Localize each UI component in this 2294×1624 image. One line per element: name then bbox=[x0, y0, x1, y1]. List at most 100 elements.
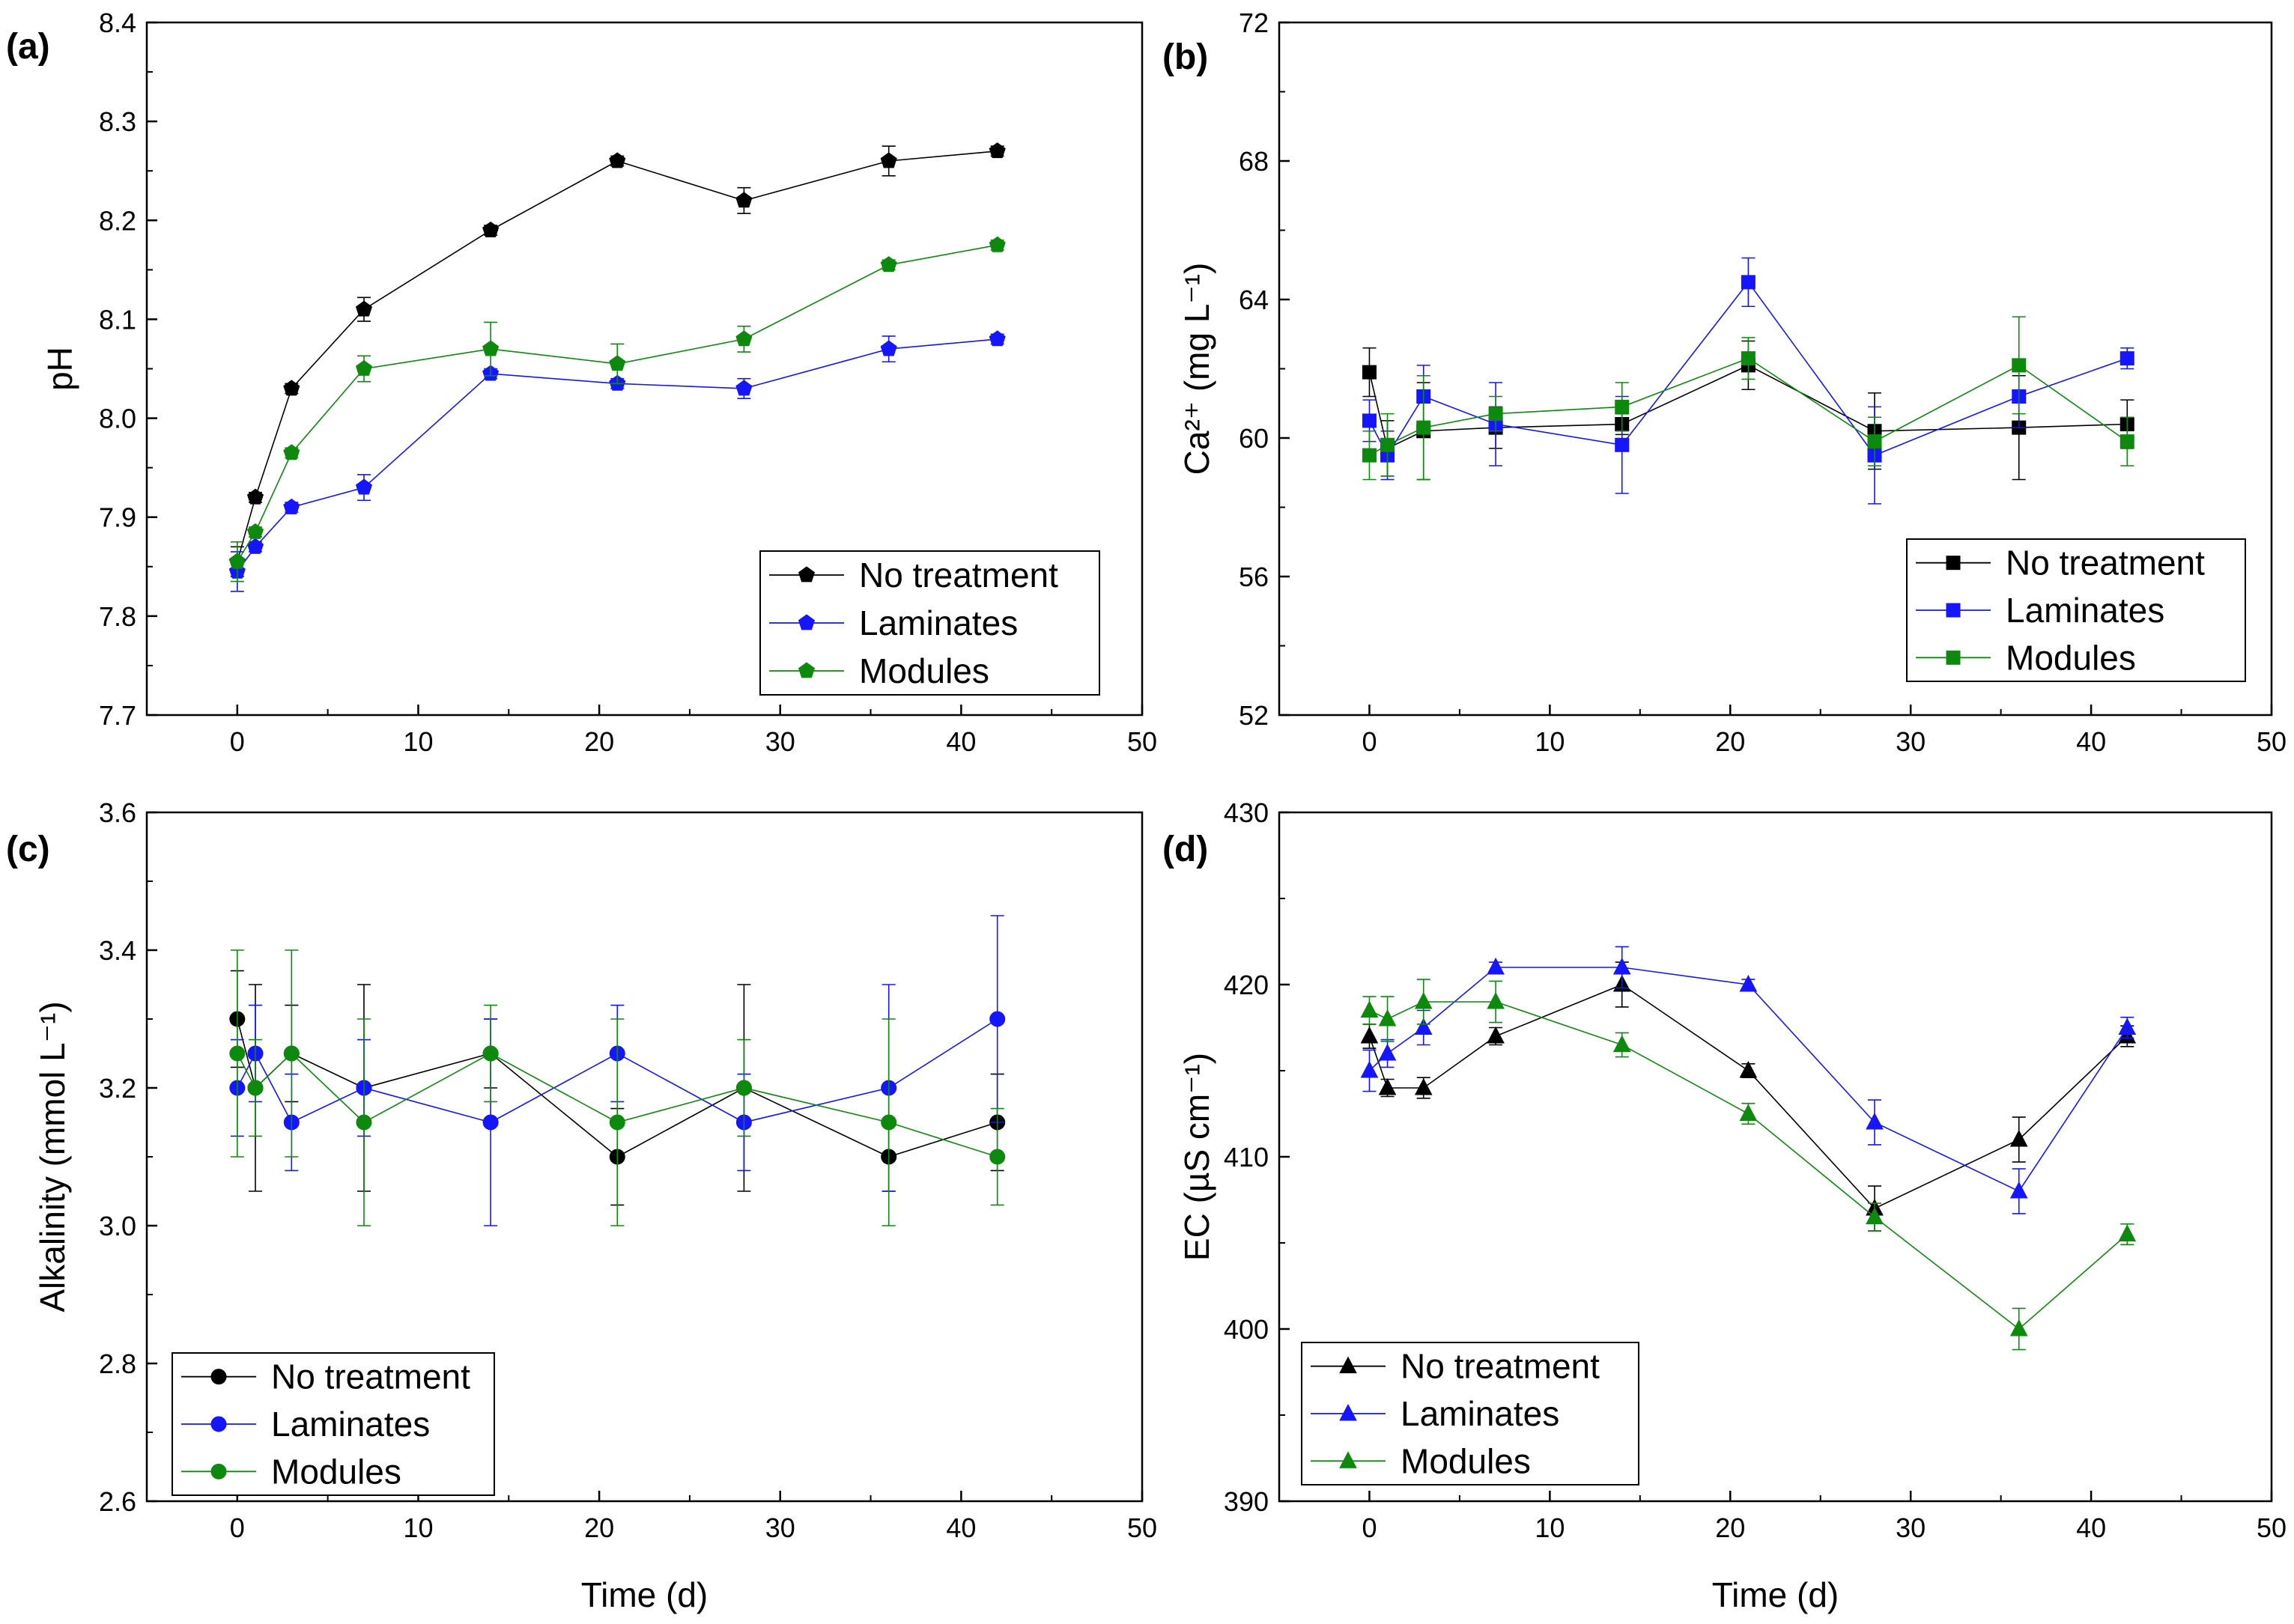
x-tick-label: 20 bbox=[1715, 1512, 1745, 1543]
x-tick-label: 30 bbox=[1896, 1512, 1926, 1543]
series-line bbox=[1368, 967, 2128, 1193]
series-laminates bbox=[1360, 946, 2137, 1214]
y-axis-label: Ca²⁺ (mg L⁻¹) bbox=[1177, 263, 1216, 475]
data-point bbox=[2009, 1129, 2028, 1147]
y-tick-label: 3.2 bbox=[99, 1073, 136, 1104]
legend: No treatment Laminates Modules bbox=[172, 1352, 495, 1496]
series-line bbox=[1369, 1001, 2128, 1330]
x-tick-label: 40 bbox=[2076, 1512, 2106, 1543]
x-tick-label: 10 bbox=[403, 726, 433, 757]
legend-label: No treatment bbox=[2006, 544, 2205, 583]
legend-label: Laminates bbox=[2006, 591, 2164, 630]
data-point bbox=[1362, 413, 1377, 428]
x-tick-label: 30 bbox=[765, 726, 795, 757]
panel-label: (d) bbox=[1162, 830, 1208, 869]
legend-marker bbox=[1339, 1403, 1357, 1421]
data-point bbox=[880, 256, 897, 273]
panel-label: (b) bbox=[1162, 37, 1208, 77]
y-tick-label: 68 bbox=[1239, 146, 1269, 177]
x-tick-label: 50 bbox=[2257, 1512, 2287, 1543]
data-point bbox=[246, 523, 264, 539]
data-point bbox=[735, 1080, 752, 1096]
data-point bbox=[880, 152, 897, 168]
data-point bbox=[1866, 1112, 1884, 1130]
legend-marker bbox=[1339, 1356, 1357, 1374]
data-point bbox=[355, 478, 373, 495]
data-point bbox=[989, 330, 1006, 347]
data-point bbox=[1378, 1077, 1397, 1095]
data-point bbox=[989, 1011, 1006, 1027]
data-point bbox=[1612, 957, 1631, 975]
y-axis-label: EC (µS cm⁻¹) bbox=[1177, 1053, 1216, 1261]
y-tick-label: 390 bbox=[1224, 1486, 1269, 1517]
legend-marker bbox=[798, 566, 816, 583]
data-point bbox=[1414, 991, 1433, 1009]
legend-label: Modules bbox=[271, 1452, 401, 1491]
legend-label: No treatment bbox=[271, 1357, 470, 1396]
legend-label: Modules bbox=[2006, 638, 2136, 677]
y-tick-label: 8.3 bbox=[99, 106, 136, 137]
legend: No treatment Laminates Modules bbox=[1301, 1342, 1639, 1485]
data-point bbox=[2009, 1181, 2028, 1199]
series-modules bbox=[228, 236, 1006, 583]
legend-label: Modules bbox=[859, 651, 989, 690]
data-point bbox=[1360, 1060, 1379, 1078]
y-tick-label: 400 bbox=[1224, 1314, 1269, 1345]
data-point bbox=[1741, 351, 1756, 366]
data-point bbox=[283, 380, 300, 396]
data-point bbox=[1741, 275, 1756, 290]
y-tick-label: 2.6 bbox=[99, 1486, 136, 1517]
x-tick-label: 0 bbox=[1362, 1512, 1377, 1543]
data-point bbox=[482, 1045, 499, 1062]
y-tick-label: 64 bbox=[1239, 285, 1269, 315]
data-point bbox=[989, 142, 1006, 159]
x-axis-label: Time (d) bbox=[1712, 1575, 1839, 1614]
y-tick-label: 7.8 bbox=[99, 601, 136, 632]
x-tick-label: 40 bbox=[2076, 726, 2106, 757]
x-tick-label: 10 bbox=[1535, 1512, 1565, 1543]
panel-c: 0 10 20 30 40 50 2.6 2.8 3.0 3.2 3.4 3.6 Alkalinity … bbox=[6, 797, 1157, 1614]
series-modules bbox=[1362, 316, 2134, 481]
panel-label: (c) bbox=[6, 830, 50, 869]
x-axis-label: Time (d) bbox=[581, 1575, 708, 1614]
y-tick-label: 7.9 bbox=[99, 502, 136, 533]
data-point bbox=[2012, 358, 2027, 373]
legend-label: Laminates bbox=[859, 603, 1018, 642]
data-point bbox=[355, 300, 373, 317]
y-tick-label: 410 bbox=[1224, 1142, 1269, 1173]
data-point bbox=[482, 340, 500, 356]
data-point bbox=[735, 192, 753, 208]
series-modules bbox=[1360, 979, 2137, 1351]
data-point bbox=[1487, 991, 1505, 1009]
data-point bbox=[1360, 1000, 1379, 1018]
x-tick-label: 20 bbox=[1715, 726, 1745, 757]
legend-marker bbox=[1946, 650, 1961, 665]
y-tick-label: 8.1 bbox=[99, 304, 136, 335]
x-tick-label: 0 bbox=[1362, 726, 1377, 757]
y-tick-label: 8.0 bbox=[99, 404, 136, 434]
x-tick-label: 20 bbox=[584, 1512, 614, 1543]
y-tick-label: 2.8 bbox=[99, 1348, 136, 1379]
panel-label: (a) bbox=[6, 27, 50, 67]
data-point bbox=[1615, 437, 1630, 452]
data-point bbox=[735, 380, 753, 396]
y-tick-label: 3.6 bbox=[99, 797, 136, 828]
x-tick-label: 40 bbox=[946, 726, 976, 757]
data-point bbox=[229, 1045, 246, 1062]
data-point bbox=[1378, 1009, 1397, 1027]
data-point bbox=[1612, 1035, 1631, 1052]
legend: No treatment Laminates Modules bbox=[759, 550, 1100, 696]
data-point bbox=[1487, 957, 1505, 975]
data-point bbox=[609, 152, 626, 168]
y-tick-label: 52 bbox=[1239, 700, 1269, 731]
legend: No treatment Laminates Modules bbox=[1906, 538, 2246, 682]
x-tick-label: 30 bbox=[765, 1512, 795, 1543]
data-point bbox=[1414, 1077, 1433, 1095]
legend-label: Modules bbox=[1401, 1441, 1531, 1480]
data-point bbox=[283, 1045, 300, 1062]
data-point bbox=[283, 498, 300, 514]
data-point bbox=[1739, 1104, 1758, 1121]
legend-marker bbox=[1946, 556, 1961, 571]
y-tick-label: 7.7 bbox=[99, 700, 136, 731]
